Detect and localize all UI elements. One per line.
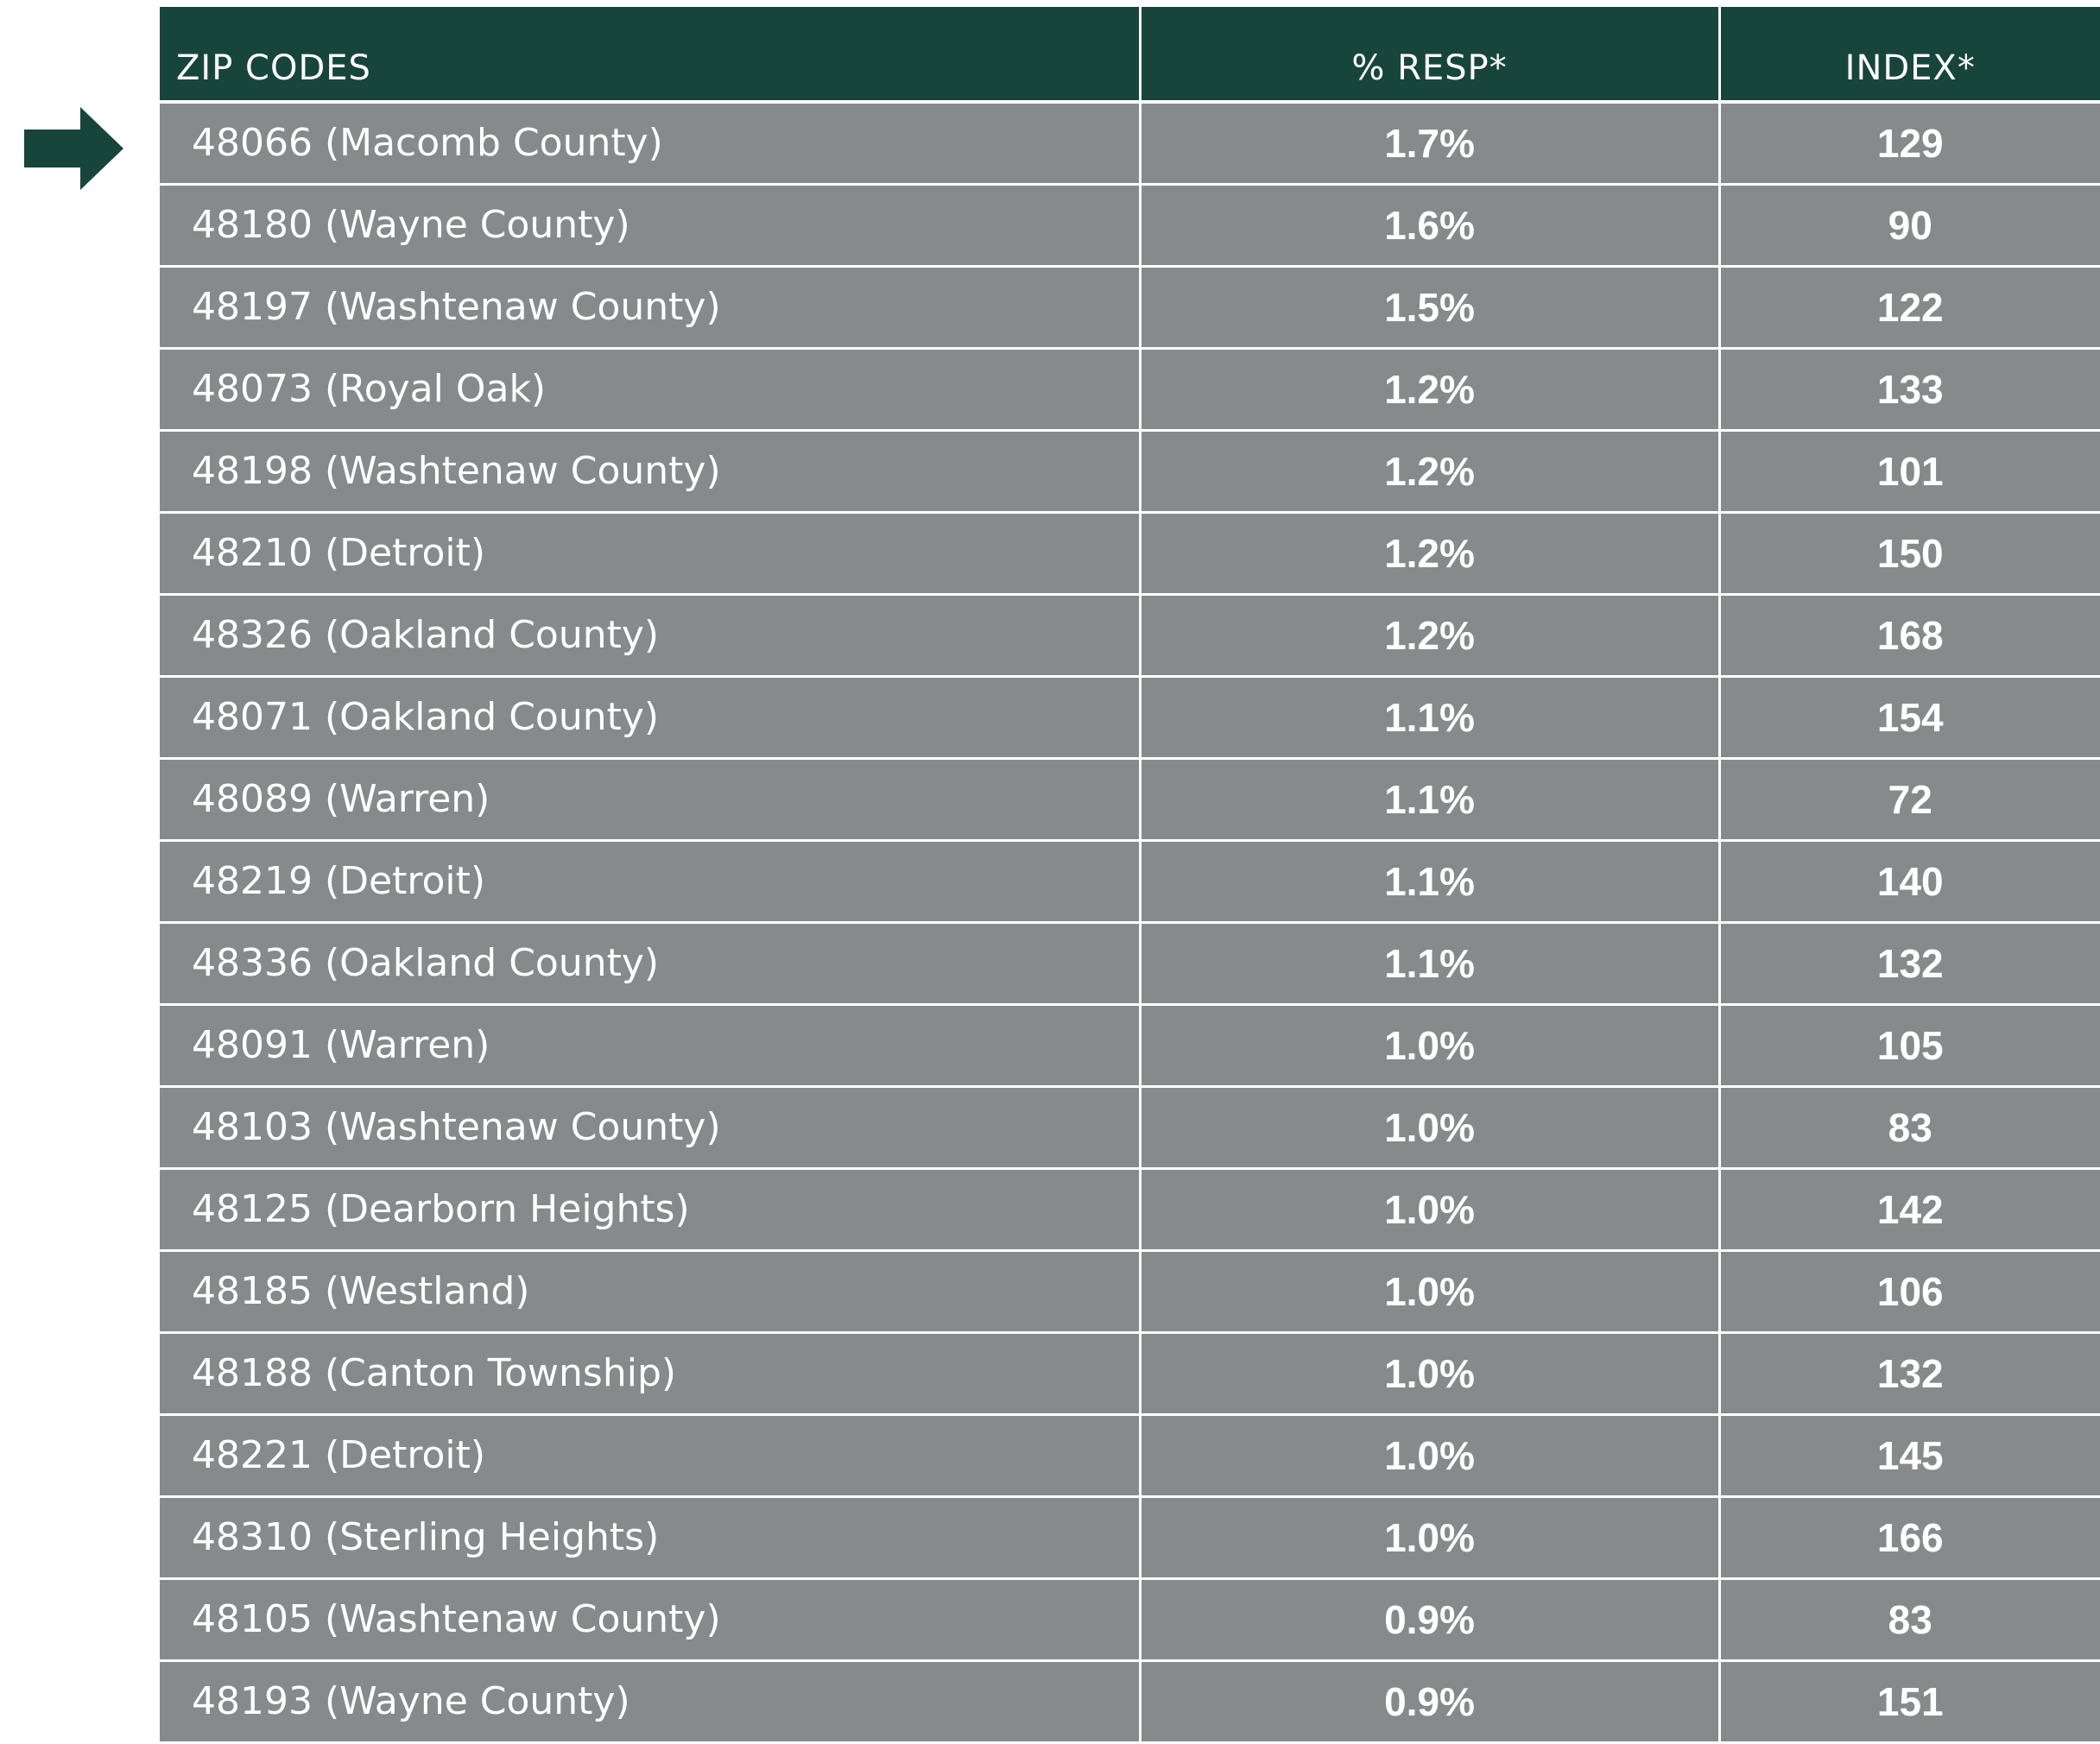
response-percent: 1.2% [1138,594,1719,678]
response-percent: 1.0% [1138,1168,1719,1252]
zip-code: 48326 (Oakland County) [160,594,1140,678]
column-header: % RESP* [1138,7,1719,104]
table-row: 48073 (Royal Oak) 1.2% 133 [160,348,2100,432]
zip-code: 48185 (Westland) [160,1250,1140,1334]
table-row: 48091 (Warren) 1.0% 105 [160,1004,2100,1088]
zip-code: 48197 (Washtenaw County) [160,266,1140,350]
zip-code: 48193 (Wayne County) [160,1660,1140,1744]
response-percent: 1.2% [1138,512,1719,596]
index-value: 105 [1717,1004,2100,1088]
table-row: 48185 (Westland) 1.0% 106 [160,1250,2100,1334]
response-percent: 1.1% [1138,758,1719,842]
table-row: 48125 (Dearborn Heights) 1.0% 142 [160,1168,2100,1252]
index-value: 72 [1717,758,2100,842]
index-value: 168 [1717,594,2100,678]
table-row: 48221 (Detroit) 1.0% 145 [160,1414,2100,1498]
column-header: INDEX* [1717,7,2100,104]
zip-table: ZIP CODES% RESP* INDEX* 48066 (Macomb Cou… [160,7,2100,1744]
response-percent: 1.0% [1138,1414,1719,1498]
response-percent: 1.0% [1138,1332,1719,1416]
index-value: 133 [1717,348,2100,432]
response-percent: 1.1% [1138,676,1719,760]
table-row: 48089 (Warren) 1.1% 72 [160,758,2100,842]
index-value: 151 [1717,1660,2100,1744]
zip-code: 48091 (Warren) [160,1004,1140,1088]
zip-code: 48221 (Detroit) [160,1414,1140,1498]
table-row: 48197 (Washtenaw County) 1.5% 122 [160,266,2100,350]
response-percent: 1.0% [1138,1004,1719,1088]
zip-code: 48103 (Washtenaw County) [160,1086,1140,1170]
table-row: 48310 (Sterling Heights) 1.0% 166 [160,1496,2100,1580]
zip-code: 48180 (Wayne County) [160,184,1140,268]
zip-code: 48125 (Dearborn Heights) [160,1168,1140,1252]
response-percent: 1.5% [1138,266,1719,350]
table-row: 48336 (Oakland County) 1.1% 132 [160,922,2100,1006]
table-row: 48193 (Wayne County) 0.9% 151 [160,1660,2100,1744]
table-body: 48066 (Macomb County) 1.7% 129 48180 (Wayne… [160,102,2100,1744]
table-row: 48103 (Washtenaw County) 1.0% 83 [160,1086,2100,1170]
zip-code: 48188 (Canton Township) [160,1332,1140,1416]
response-percent: 1.1% [1138,922,1719,1006]
header-row: ZIP CODES% RESP* INDEX* [160,7,2100,104]
response-percent: 1.1% [1138,840,1719,924]
table-row: 48105 (Washtenaw County) 0.9% 83 [160,1578,2100,1662]
zip-code: 48089 (Warren) [160,758,1140,842]
index-value: 90 [1717,184,2100,268]
index-value: 83 [1717,1578,2100,1662]
response-percent: 0.9% [1138,1578,1719,1662]
index-value: 83 [1717,1086,2100,1170]
index-value: 154 [1717,676,2100,760]
table-row: 48066 (Macomb County) 1.7% 129 [160,102,2100,186]
index-value: 101 [1717,430,2100,514]
table-row: 48071 (Oakland County) 1.1% 154 [160,676,2100,760]
response-percent: 1.6% [1138,184,1719,268]
zip-code: 48198 (Washtenaw County) [160,430,1140,514]
zip-code: 48219 (Detroit) [160,840,1140,924]
zip-code: 48105 (Washtenaw County) [160,1578,1140,1662]
column-header: ZIP CODES [160,7,1140,104]
index-value: 122 [1717,266,2100,350]
row-pointer-arrow [24,107,123,190]
table-row: 48198 (Washtenaw County) 1.2% 101 [160,430,2100,514]
zip-code: 48071 (Oakland County) [160,676,1140,760]
zip-code: 48073 (Royal Oak) [160,348,1140,432]
index-value: 106 [1717,1250,2100,1334]
zip-code: 48336 (Oakland County) [160,922,1140,1006]
table-row: 48326 (Oakland County) 1.2% 168 [160,594,2100,678]
response-percent: 1.0% [1138,1496,1719,1580]
zip-code: 48310 (Sterling Heights) [160,1496,1140,1580]
index-value: 132 [1717,922,2100,1006]
table-row: 48219 (Detroit) 1.1% 140 [160,840,2100,924]
index-value: 129 [1717,102,2100,186]
zip-code: 48210 (Detroit) [160,512,1140,596]
response-percent: 1.0% [1138,1086,1719,1170]
index-value: 150 [1717,512,2100,596]
index-value: 166 [1717,1496,2100,1580]
index-value: 145 [1717,1414,2100,1498]
response-percent: 1.2% [1138,430,1719,514]
index-value: 140 [1717,840,2100,924]
response-percent: 0.9% [1138,1660,1719,1744]
table-row: 48210 (Detroit) 1.2% 150 [160,512,2100,596]
zip-code: 48066 (Macomb County) [160,102,1140,186]
index-value: 132 [1717,1332,2100,1416]
response-percent: 1.0% [1138,1250,1719,1334]
table-row: 48188 (Canton Township) 1.0% 132 [160,1332,2100,1416]
response-percent: 1.7% [1138,102,1719,186]
table-row: 48180 (Wayne County) 1.6% 90 [160,184,2100,268]
response-percent: 1.2% [1138,348,1719,432]
index-value: 142 [1717,1168,2100,1252]
